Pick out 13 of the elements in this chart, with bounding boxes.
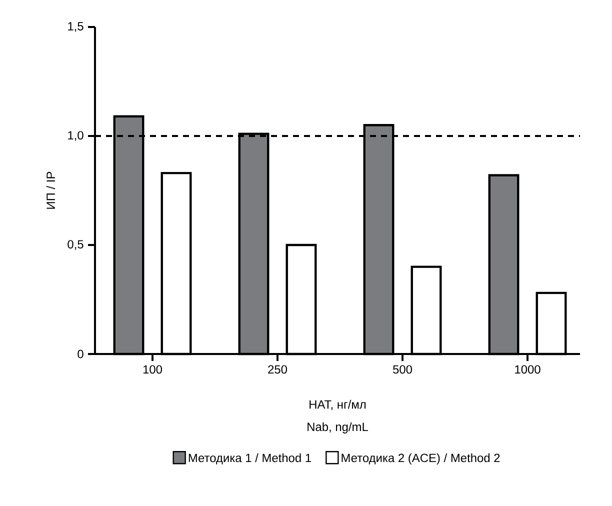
y-tick-label: 0 — [78, 350, 84, 358]
x-tick-label: 500 — [393, 365, 412, 374]
y-tick-label: 0,5 — [68, 240, 84, 250]
y-axis-title: ИП / IP — [46, 172, 56, 209]
legend-label: Методика 2 (ACE) / Method 2 — [342, 453, 500, 465]
legend-label: Методика 1 / Method 1 — [188, 453, 311, 464]
x-axis-title: НАТ, нг/мл — [310, 400, 366, 410]
x-tick-label: 1000 — [515, 365, 540, 374]
y-tick-label: 1,0 — [68, 131, 84, 141]
x-tick-label: 100 — [143, 365, 162, 374]
x-tick-label: 250 — [268, 365, 288, 374]
y-tick-label: 1,5 — [68, 22, 84, 32]
text: Nab, ng/mL — [308, 422, 368, 434]
